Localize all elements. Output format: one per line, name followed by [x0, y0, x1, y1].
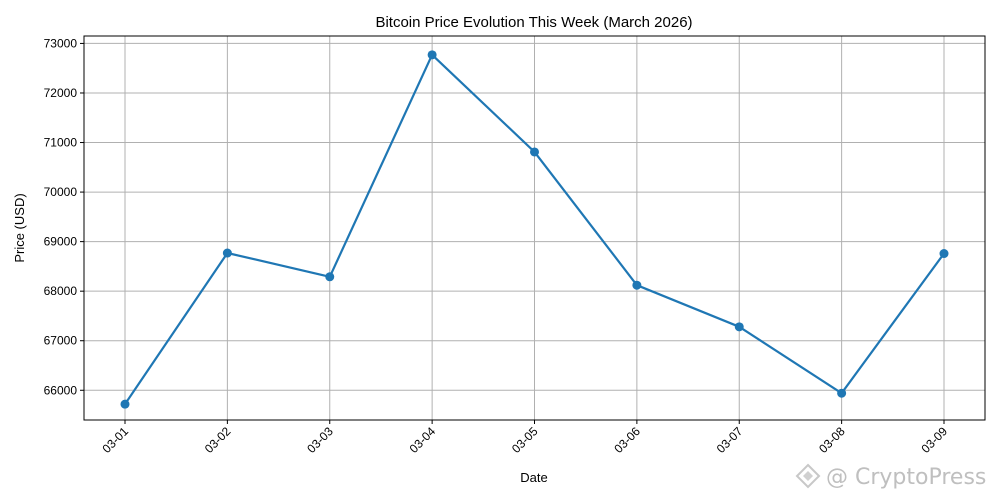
data-point	[632, 280, 642, 290]
y-tick-label: 71000	[44, 136, 78, 150]
diamond-logo-icon	[795, 463, 821, 489]
x-tick-label: 03-07	[714, 424, 746, 456]
x-tick-label: 03-05	[509, 424, 541, 456]
data-point	[530, 147, 539, 157]
chart-title: Bitcoin Price Evolution This Week (March…	[375, 14, 692, 31]
data-point	[325, 272, 335, 282]
x-tick-label: 03-03	[304, 424, 336, 456]
series-line	[120, 50, 949, 409]
data-point	[427, 50, 437, 60]
y-tick-label: 68000	[44, 284, 78, 298]
x-axis-ticks: 03-01 03-02 03-03 03-04 03-05 03-06 03-07 03-08…	[100, 420, 951, 456]
y-tick-label: 67000	[44, 334, 78, 348]
data-point	[120, 399, 130, 409]
x-tick-label: 03-08	[816, 424, 848, 456]
y-tick-label: 70000	[44, 185, 78, 199]
watermark: @ CryptoPress	[795, 463, 986, 490]
x-tick-label: 03-02	[202, 424, 234, 456]
y-tick-label: 69000	[44, 235, 78, 249]
data-point	[837, 388, 847, 398]
y-axis-ticks: 66000 67000 68000 69000 70000 71000 72000 73000	[44, 36, 84, 397]
data-point	[734, 322, 744, 332]
data-point	[939, 249, 949, 259]
y-tick-label: 72000	[44, 86, 78, 100]
grid-lines	[84, 36, 985, 420]
y-tick-label: 73000	[44, 36, 78, 50]
x-tick-label: 03-09	[919, 424, 951, 456]
y-tick-label: 66000	[44, 383, 78, 397]
watermark-text: @ CryptoPress	[826, 465, 986, 490]
x-tick-label: 03-04	[407, 424, 439, 456]
data-point	[222, 248, 232, 258]
y-axis-label: Price (USD)	[12, 193, 27, 262]
x-tick-label: 03-06	[611, 424, 643, 456]
x-axis-label: Date	[520, 470, 547, 485]
x-tick-label: 03-01	[100, 424, 132, 456]
